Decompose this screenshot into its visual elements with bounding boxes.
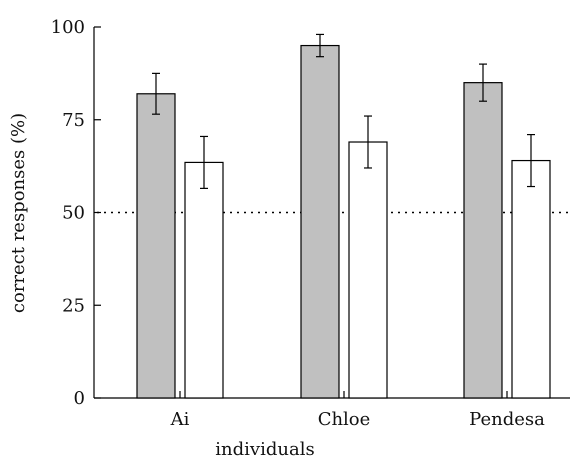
x-tick-label: Chloe [318, 409, 371, 430]
plot-area: 0 25 50 75 100 Ai Chloe Pendesa [51, 17, 570, 430]
x-tick-label: Pendesa [469, 409, 545, 430]
y-tick-label: 100 [51, 17, 85, 38]
x-axis-title: individuals [215, 439, 314, 460]
y-axis-title: correct responses (%) [8, 113, 29, 313]
y-tick-label: 25 [62, 295, 85, 316]
bar [463, 82, 503, 399]
bar [511, 159, 551, 399]
bar [348, 141, 388, 399]
x-tick-label: Ai [170, 409, 190, 430]
y-tick-label: 75 [62, 110, 85, 131]
bar [136, 93, 176, 399]
y-tick-label: 50 [62, 203, 85, 224]
bar [184, 161, 224, 399]
y-tick-label: 0 [74, 388, 85, 409]
bar [300, 44, 340, 399]
